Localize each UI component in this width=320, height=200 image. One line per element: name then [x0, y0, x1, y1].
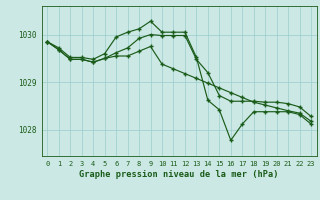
X-axis label: Graphe pression niveau de la mer (hPa): Graphe pression niveau de la mer (hPa) [79, 170, 279, 179]
